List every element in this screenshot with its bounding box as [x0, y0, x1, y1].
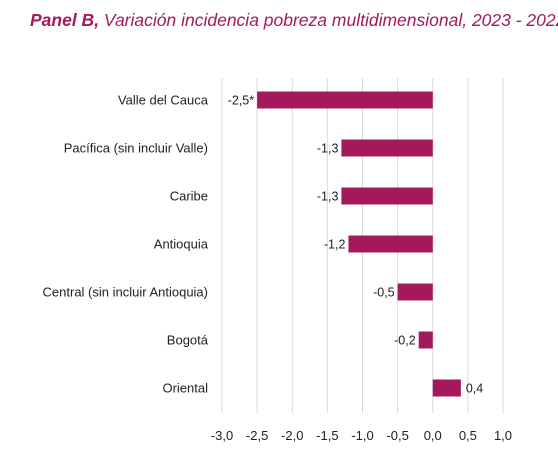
x-tick-label: -1,5 — [316, 428, 338, 443]
bar — [257, 91, 433, 109]
category-label: Oriental — [162, 381, 208, 396]
data-label: -0,5 — [373, 286, 395, 300]
x-tick-label: -3,0 — [211, 428, 233, 443]
bar — [341, 139, 433, 157]
category-labels: Valle del Cauca Pacífica (sin incluir Val… — [43, 93, 209, 396]
bars — [257, 91, 461, 397]
bar — [397, 283, 433, 301]
bar — [418, 331, 433, 349]
x-tick-label: -2,0 — [281, 428, 303, 443]
x-tick-label: -0,5 — [386, 428, 408, 443]
category-label: Antioquia — [154, 237, 209, 252]
bar — [348, 235, 433, 253]
data-labels: -2,5* -1,3 -1,3 -1,2 -0,5 -0,2 0,4 — [228, 94, 484, 396]
x-tick-label: -2,5 — [246, 428, 268, 443]
data-label: -1,3 — [317, 142, 339, 156]
category-label: Bogotá — [167, 333, 209, 348]
chart-title-rest: Variación incidencia pobreza multidimens… — [99, 10, 558, 30]
bar — [432, 379, 461, 397]
data-label: 0,4 — [466, 382, 483, 396]
chart-title-bold: Panel B, — [30, 10, 100, 30]
data-label: -1,2 — [324, 238, 346, 252]
x-axis-tick-labels: -3,0 -2,5 -2,0 -1,5 -1,0 -0,5 0,0 0,5 1,0 — [211, 428, 512, 443]
bar — [341, 187, 433, 205]
data-label: -2,5* — [228, 94, 255, 108]
chart-title: Panel B, Variación incidencia pobreza mu… — [30, 10, 558, 31]
category-label: Pacífica (sin incluir Valle) — [64, 141, 208, 156]
x-tick-label: 0,0 — [424, 428, 442, 443]
x-tick-label: -1,0 — [351, 428, 373, 443]
x-tick-label: 1,0 — [494, 428, 512, 443]
category-label: Central (sin incluir Antioquia) — [43, 285, 208, 300]
x-tick-label: 0,5 — [459, 428, 477, 443]
category-label: Valle del Cauca — [118, 93, 209, 108]
data-label: -1,3 — [317, 190, 339, 204]
category-label: Caribe — [170, 189, 208, 204]
data-label: -0,2 — [394, 334, 416, 348]
